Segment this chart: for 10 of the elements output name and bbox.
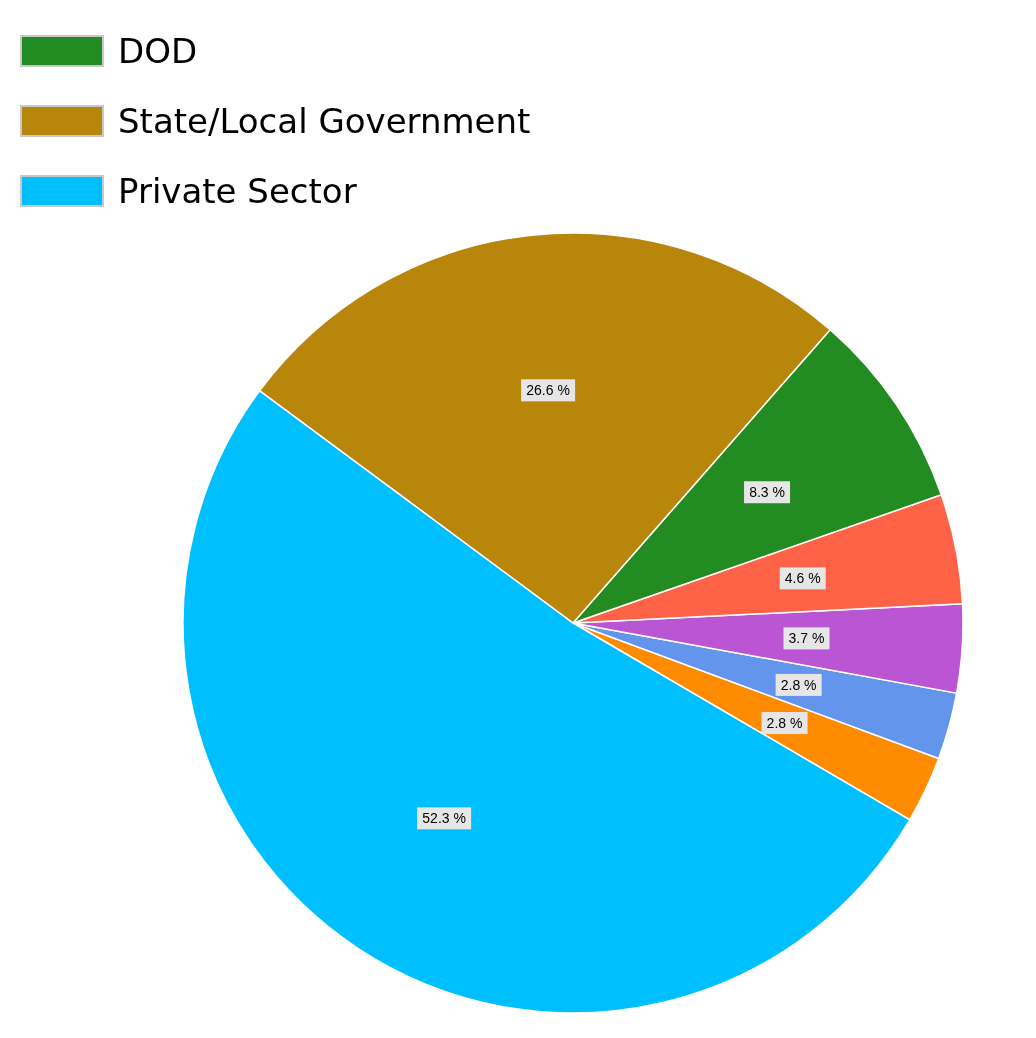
data-label: 2.8 % <box>766 715 803 732</box>
legend-label: DOD <box>118 31 198 71</box>
data-label: 8.3 % <box>749 484 785 501</box>
data-label: 4.6 % <box>784 570 821 587</box>
data-label: 52.3 % <box>422 810 466 827</box>
data-label: 3.7 % <box>788 630 825 647</box>
legend-label: Private Sector <box>118 171 357 211</box>
legend-label: State/Local Government <box>118 101 531 141</box>
data-label: 2.8 % <box>780 676 817 693</box>
data-label: 26.6 % <box>526 382 570 399</box>
